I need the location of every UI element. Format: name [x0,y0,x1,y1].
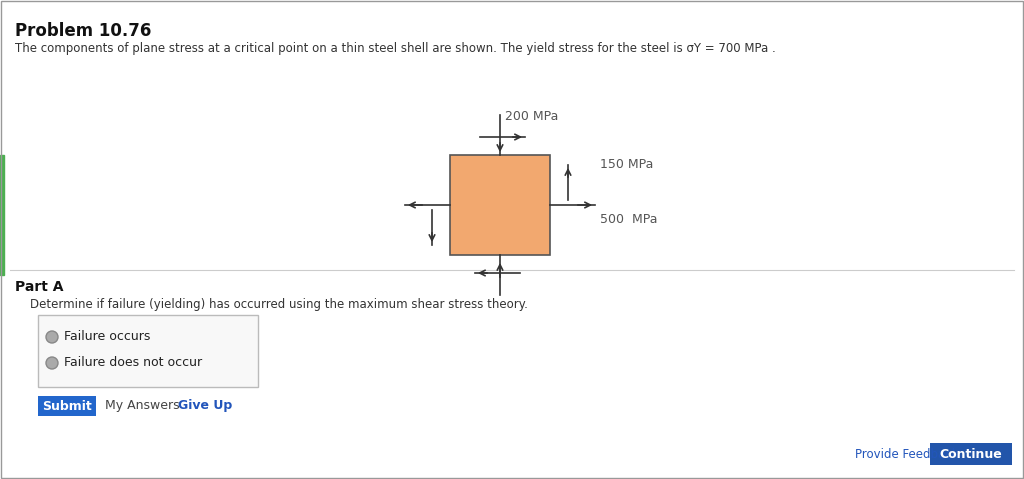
Text: My Answers: My Answers [105,399,179,412]
Text: 500  MPa: 500 MPa [600,213,657,226]
Text: Continue: Continue [940,447,1002,460]
Bar [930,443,1012,465]
Bar [0,155,4,275]
Circle shape [46,357,58,369]
Bar [38,396,96,416]
Text: Failure does not occur: Failure does not occur [63,356,202,369]
Bar [38,315,258,387]
Text: Give Up: Give Up [178,399,232,412]
Text: The components of plane stress at a critical point on a thin steel shell are sho: The components of plane stress at a crit… [15,42,776,55]
Text: Failure occurs: Failure occurs [63,331,151,343]
Text: 200 MPa: 200 MPa [505,110,558,123]
Text: Submit: Submit [42,399,92,412]
Text: Part A: Part A [15,280,63,294]
Text: 150 MPa: 150 MPa [600,158,653,171]
Text: Determine if failure (yielding) has occurred using the maximum shear stress theo: Determine if failure (yielding) has occu… [30,298,528,311]
Text: Problem 10.76: Problem 10.76 [15,22,152,40]
Text: Provide Feedback: Provide Feedback [855,448,958,461]
Circle shape [46,331,58,343]
Bar [450,155,550,255]
